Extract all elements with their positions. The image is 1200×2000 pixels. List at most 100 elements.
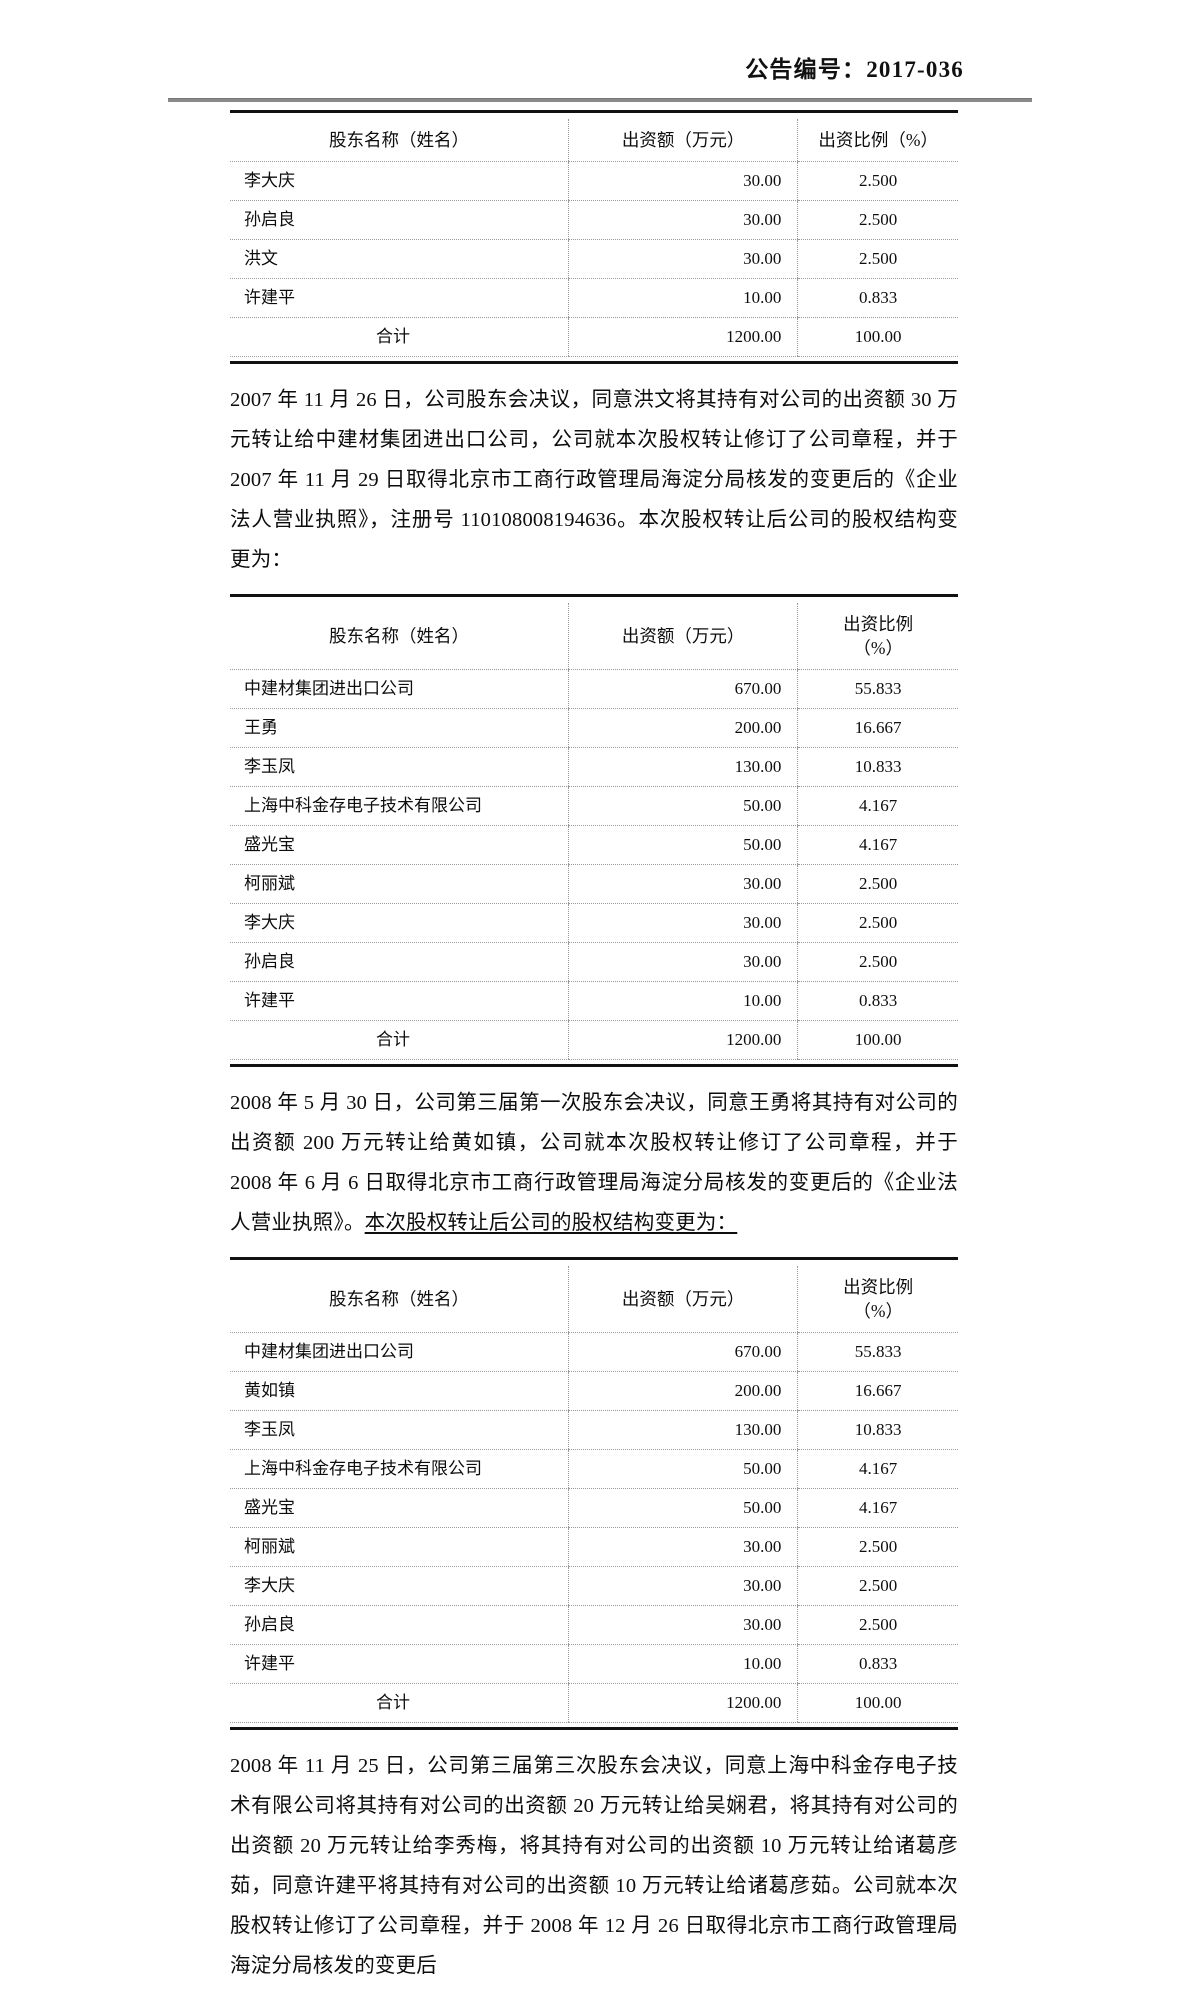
table-row: 盛光宝 50.00 4.167	[230, 1488, 958, 1528]
shareholder-table-1-wrapper: 股东名称（姓名） 出资额（万元） 出资比例（%） 李大庆 30.00 2.500…	[230, 109, 958, 364]
column-header-amount: 出资额（万元）	[568, 118, 798, 162]
cell-percent: 0.833	[797, 278, 958, 318]
table-row: 上海中科金存电子技术有限公司 50.00 4.167	[230, 1449, 958, 1489]
document-content: 股东名称（姓名） 出资额（万元） 出资比例（%） 李大庆 30.00 2.500…	[230, 109, 958, 1986]
cell-percent: 2.500	[797, 200, 958, 240]
column-header-percent: 出资比例（%）	[797, 118, 958, 162]
table-row: 黄如镇 200.00 16.667	[230, 1371, 958, 1411]
cell-total-label: 合计	[230, 1020, 569, 1060]
shareholder-table-2: 股东名称（姓名） 出资额（万元） 出资比例 （%） 中建材集团进出口公司 670…	[230, 602, 958, 1060]
cell-percent: 2.500	[797, 864, 958, 904]
paragraph-2008-nov-transfer: 2008 年 11 月 25 日，公司第三届第三次股东会决议，同意上海中科金存电…	[230, 1754, 958, 1977]
table-row: 柯丽斌 30.00 2.500	[230, 1527, 958, 1567]
table-1-head: 股东名称（姓名） 出资额（万元） 出资比例（%）	[230, 118, 958, 162]
cell-shareholder-name: 李大庆	[230, 161, 569, 201]
table-row: 孙启良 30.00 2.500	[230, 200, 958, 240]
table-row: 中建材集团进出口公司 670.00 55.833	[230, 1332, 958, 1372]
table-row: 上海中科金存电子技术有限公司 50.00 4.167	[230, 786, 958, 826]
table-row: 李玉凤 130.00 10.833	[230, 1410, 958, 1450]
column-header-percent-line2: （%）	[853, 637, 903, 658]
cell-amount: 130.00	[568, 747, 798, 787]
cell-shareholder-name: 中建材集团进出口公司	[230, 1332, 569, 1372]
table-2-head: 股东名称（姓名） 出资额（万元） 出资比例 （%）	[230, 602, 958, 670]
table-1-body: 李大庆 30.00 2.500 孙启良 30.00 2.500 洪文 30.00…	[230, 161, 958, 357]
table-row: 许建平 10.00 0.833	[230, 1644, 958, 1684]
cell-total-label: 合计	[230, 317, 569, 357]
announcement-number: 公告编号：2017-036	[745, 57, 964, 82]
cell-shareholder-name: 许建平	[230, 1644, 569, 1684]
cell-shareholder-name: 黄如镇	[230, 1371, 569, 1411]
cell-amount: 50.00	[568, 786, 798, 826]
cell-percent: 4.167	[797, 786, 958, 826]
table-row: 盛光宝 50.00 4.167	[230, 825, 958, 865]
column-header-percent: 出资比例 （%）	[797, 602, 958, 670]
column-header-shareholder-name: 股东名称（姓名）	[230, 602, 569, 670]
cell-total-percent: 100.00	[797, 1020, 958, 1060]
column-header-percent: 出资比例 （%）	[797, 1265, 958, 1333]
column-header-shareholder-name: 股东名称（姓名）	[230, 1265, 569, 1333]
cell-shareholder-name: 李大庆	[230, 903, 569, 943]
cell-percent: 0.833	[797, 1644, 958, 1684]
cell-shareholder-name: 许建平	[230, 278, 569, 318]
cell-percent: 2.500	[797, 942, 958, 982]
cell-percent: 16.667	[797, 1371, 958, 1411]
table-total-row: 合计 1200.00 100.00	[230, 1683, 958, 1723]
cell-amount: 10.00	[568, 981, 798, 1021]
table-row: 许建平 10.00 0.833	[230, 981, 958, 1021]
cell-shareholder-name: 柯丽斌	[230, 1527, 569, 1567]
table-total-row: 合计 1200.00 100.00	[230, 317, 958, 357]
cell-amount: 30.00	[568, 200, 798, 240]
cell-percent: 55.833	[797, 669, 958, 709]
cell-total-amount: 1200.00	[568, 1020, 798, 1060]
shareholder-table-1: 股东名称（姓名） 出资额（万元） 出资比例（%） 李大庆 30.00 2.500…	[230, 118, 958, 357]
table-row: 王勇 200.00 16.667	[230, 708, 958, 748]
shareholder-table-2-wrapper: 股东名称（姓名） 出资额（万元） 出资比例 （%） 中建材集团进出口公司 670…	[230, 593, 958, 1067]
cell-amount: 30.00	[568, 864, 798, 904]
cell-percent: 2.500	[797, 1527, 958, 1567]
cell-amount: 50.00	[568, 1488, 798, 1528]
cell-shareholder-name: 盛光宝	[230, 825, 569, 865]
column-header-percent-line1: 出资比例	[843, 1276, 914, 1297]
paragraph-2008-may-text: 2008 年 5 月 30 日，公司第三届第一次股东会决议，同意王勇将其持有对公…	[230, 1091, 958, 1234]
cell-amount: 30.00	[568, 1566, 798, 1606]
table-2-body: 中建材集团进出口公司 670.00 55.833 王勇 200.00 16.66…	[230, 669, 958, 1060]
paragraph-2008-may-transfer: 2008 年 5 月 30 日，公司第三届第一次股东会决议，同意王勇将其持有对公…	[230, 1083, 958, 1243]
cell-percent: 2.500	[797, 1605, 958, 1645]
cell-shareholder-name: 洪文	[230, 239, 569, 279]
cell-shareholder-name: 盛光宝	[230, 1488, 569, 1528]
cell-amount: 50.00	[568, 825, 798, 865]
cell-total-percent: 100.00	[797, 1683, 958, 1723]
table-row: 李大庆 30.00 2.500	[230, 903, 958, 943]
cell-amount: 30.00	[568, 1527, 798, 1567]
cell-percent: 16.667	[797, 708, 958, 748]
cell-percent: 2.500	[797, 161, 958, 201]
cell-percent: 2.500	[797, 903, 958, 943]
cell-amount: 50.00	[568, 1449, 798, 1489]
cell-amount: 670.00	[568, 1332, 798, 1372]
cell-total-percent: 100.00	[797, 317, 958, 357]
cell-amount: 30.00	[568, 903, 798, 943]
cell-total-label: 合计	[230, 1683, 569, 1723]
page-header: 公告编号：2017-036	[0, 56, 1200, 84]
cell-amount: 30.00	[568, 161, 798, 201]
cell-amount: 30.00	[568, 1605, 798, 1645]
paragraph-2007-transfer: 2007 年 11 月 26 日，公司股东会决议，同意洪文将其持有对公司的出资额…	[230, 388, 958, 571]
cell-amount: 30.00	[568, 942, 798, 982]
cell-percent: 2.500	[797, 239, 958, 279]
cell-shareholder-name: 中建材集团进出口公司	[230, 669, 569, 709]
table-3-head: 股东名称（姓名） 出资额（万元） 出资比例 （%）	[230, 1265, 958, 1333]
column-header-percent-line1: 出资比例	[843, 613, 914, 634]
cell-shareholder-name: 孙启良	[230, 1605, 569, 1645]
shareholder-table-3: 股东名称（姓名） 出资额（万元） 出资比例 （%） 中建材集团进出口公司 670…	[230, 1265, 958, 1723]
cell-amount: 200.00	[568, 1371, 798, 1411]
table-row: 孙启良 30.00 2.500	[230, 942, 958, 982]
shareholder-table-3-wrapper: 股东名称（姓名） 出资额（万元） 出资比例 （%） 中建材集团进出口公司 670…	[230, 1256, 958, 1730]
cell-amount: 10.00	[568, 1644, 798, 1684]
column-header-percent-line2: （%）	[853, 1300, 903, 1321]
cell-percent: 0.833	[797, 981, 958, 1021]
table-row: 中建材集团进出口公司 670.00 55.833	[230, 669, 958, 709]
table-row: 李大庆 30.00 2.500	[230, 161, 958, 201]
column-header-amount: 出资额（万元）	[568, 1265, 798, 1333]
cell-shareholder-name: 孙启良	[230, 200, 569, 240]
